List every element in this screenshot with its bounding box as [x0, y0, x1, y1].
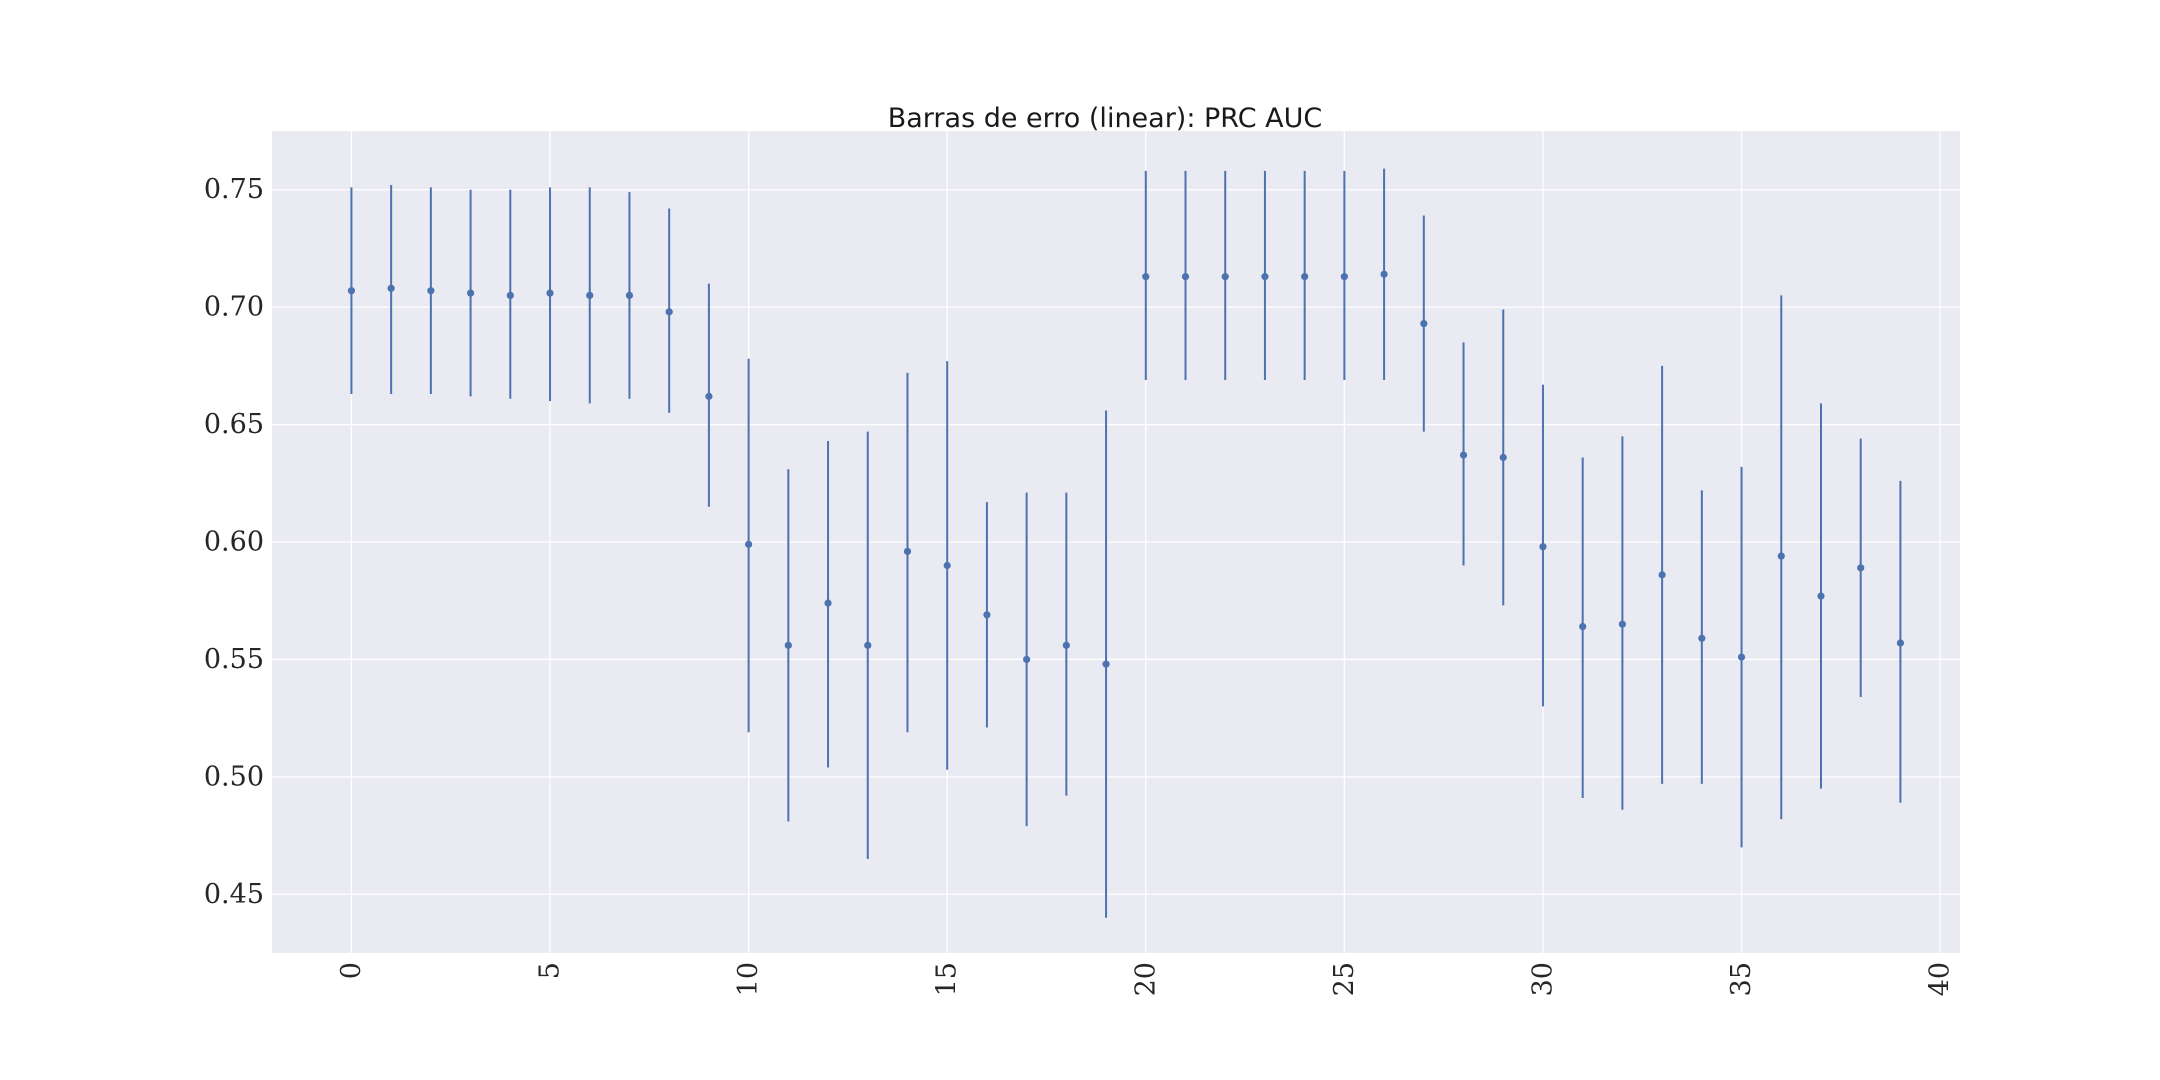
data-point-4: [506, 291, 514, 299]
data-point-29: [1499, 453, 1507, 462]
data-point-23: [1261, 273, 1269, 281]
x-tick-label-5: 25: [1329, 962, 1360, 996]
data-point-12: [824, 599, 832, 607]
data-point-5: [546, 289, 554, 297]
data-point-21: [1181, 273, 1190, 281]
data-point-16: [983, 611, 991, 619]
data-point-32: [1618, 620, 1626, 628]
data-point-9: [705, 392, 713, 400]
x-tick-label-6: 30: [1527, 962, 1558, 996]
data-point-17: [1023, 655, 1031, 664]
x-tick-label-1: 5: [535, 962, 566, 979]
x-tick-label-0: 0: [336, 962, 367, 979]
data-point-13: [864, 641, 872, 649]
data-point-39: [1896, 639, 1905, 647]
data-point-30: [1539, 543, 1547, 551]
y-axis-tick-labels: 0.45 0.50 0.55 0.60 0.65 0.70 0.75: [204, 174, 264, 910]
data-point-11: [784, 641, 792, 649]
data-point-28: [1459, 451, 1468, 459]
y-tick-label-6: 0.75: [204, 174, 264, 205]
data-point-22: [1221, 273, 1229, 281]
data-point-34: [1698, 634, 1706, 642]
data-point-33: [1658, 571, 1666, 579]
x-tick-label-4: 20: [1130, 962, 1161, 996]
data-point-37: [1817, 592, 1825, 600]
chart-title: Barras de erro (linear): PRC AUC: [888, 103, 1323, 134]
data-point-24: [1301, 273, 1309, 281]
data-point-26: [1380, 270, 1388, 278]
data-point-38: [1857, 564, 1865, 572]
data-point-6: [586, 291, 594, 299]
data-point-27: [1420, 319, 1428, 328]
data-point-18: [1062, 641, 1070, 649]
y-tick-label-1: 0.50: [204, 761, 264, 792]
x-tick-label-8: 40: [1925, 962, 1956, 996]
data-point-0: [347, 287, 356, 295]
y-tick-label-0: 0.45: [204, 879, 264, 910]
data-point-14: [903, 547, 912, 555]
data-point-15: [943, 561, 951, 570]
x-tick-label-3: 15: [932, 962, 963, 996]
data-point-1: [387, 284, 395, 292]
y-tick-label-5: 0.70: [204, 292, 264, 323]
data-point-7: [625, 291, 634, 299]
data-point-31: [1579, 622, 1587, 631]
grid: [272, 131, 1960, 953]
data-point-25: [1340, 273, 1348, 281]
data-point-10: [745, 540, 753, 548]
data-point-20: [1142, 273, 1150, 281]
y-tick-label-2: 0.55: [204, 644, 264, 675]
data-point-8: [665, 308, 673, 316]
markers: [347, 270, 1905, 668]
y-tick-label-4: 0.65: [204, 409, 264, 440]
x-axis-tick-labels: 0 5 10 15 20 25 30 35 40: [336, 962, 1956, 996]
x-tick-label-2: 10: [733, 962, 764, 996]
data-point-19: [1102, 660, 1110, 668]
data-point-36: [1777, 552, 1785, 560]
data-point-3: [466, 289, 475, 297]
data-point-35: [1737, 653, 1746, 661]
data-point-2: [427, 287, 435, 295]
y-tick-label-3: 0.60: [204, 527, 264, 558]
x-tick-label-7: 35: [1726, 962, 1757, 996]
